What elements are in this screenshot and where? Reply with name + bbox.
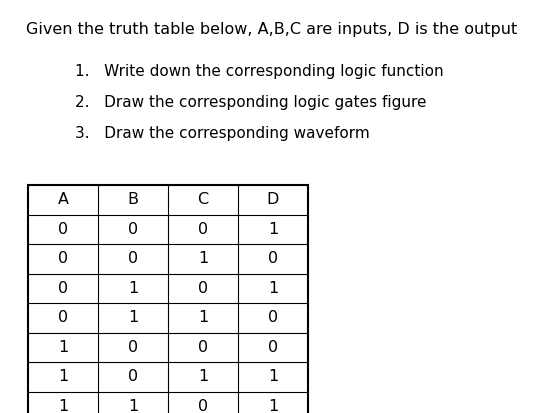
Text: 1: 1 [58, 340, 68, 355]
Text: 0: 0 [268, 251, 278, 266]
Text: 1: 1 [198, 369, 208, 384]
Text: 1: 1 [128, 281, 138, 296]
Text: 0: 0 [198, 222, 208, 237]
Text: 3.   Draw the corresponding waveform: 3. Draw the corresponding waveform [75, 126, 370, 141]
Text: 2.   Draw the corresponding logic gates figure: 2. Draw the corresponding logic gates fi… [75, 95, 426, 110]
Text: 1: 1 [268, 281, 278, 296]
Text: 1.   Write down the corresponding logic function: 1. Write down the corresponding logic fu… [75, 64, 443, 79]
Text: 1: 1 [128, 399, 138, 413]
Text: 0: 0 [268, 340, 278, 355]
Text: Given the truth table below, A,B,C are inputs, D is the output: Given the truth table below, A,B,C are i… [26, 22, 518, 37]
Text: 1: 1 [268, 369, 278, 384]
Text: D: D [267, 192, 279, 207]
Text: 0: 0 [58, 281, 68, 296]
Text: B: B [127, 192, 139, 207]
Text: 1: 1 [198, 251, 208, 266]
Text: 0: 0 [268, 310, 278, 325]
Text: 0: 0 [58, 222, 68, 237]
Text: 0: 0 [198, 340, 208, 355]
Text: 0: 0 [198, 399, 208, 413]
Text: 0: 0 [128, 251, 138, 266]
Text: C: C [197, 192, 208, 207]
Text: 0: 0 [128, 340, 138, 355]
Text: 1: 1 [58, 369, 68, 384]
Bar [28, 185, 308, 413]
Text: A: A [58, 192, 69, 207]
Text: 1: 1 [128, 310, 138, 325]
Text: 1: 1 [268, 399, 278, 413]
Text: 1: 1 [268, 222, 278, 237]
Text: 0: 0 [128, 369, 138, 384]
Text: 0: 0 [58, 251, 68, 266]
Text: 0: 0 [58, 310, 68, 325]
Text: 0: 0 [128, 222, 138, 237]
Text: 1: 1 [58, 399, 68, 413]
Text: 1: 1 [198, 310, 208, 325]
Text: 0: 0 [198, 281, 208, 296]
